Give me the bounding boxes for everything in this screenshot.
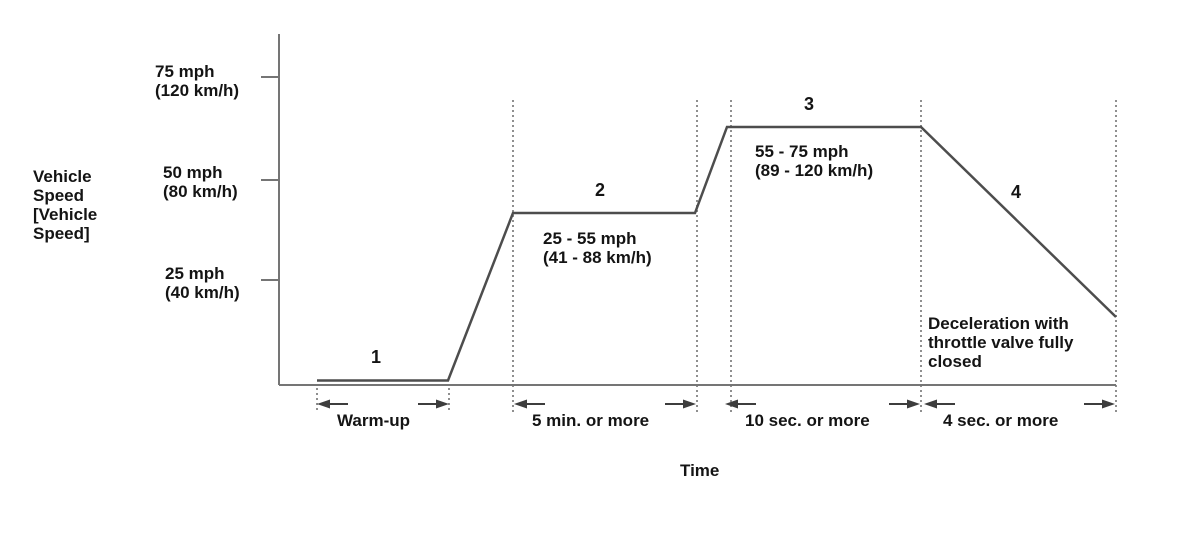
arrow-right-icon	[889, 399, 920, 409]
duration-label-10sec: 10 sec. or more	[745, 411, 870, 430]
phase-3-number: 3	[804, 94, 815, 114]
arrow-right-icon	[1084, 399, 1115, 409]
phase-2-speed-range: 25 - 55 mph (41 - 88 km/h)	[543, 229, 652, 267]
x-axis-title: Time	[680, 461, 720, 480]
y-tick-label-25mph: 25 mph (40 km/h)	[165, 264, 240, 302]
arrow-right-icon	[418, 399, 449, 409]
phase-4-number: 4	[1011, 182, 1022, 202]
phase-boundary-dotted-lines	[316, 100, 1117, 415]
phase-4-note: Deceleration with throttle valve fully c…	[928, 314, 1074, 371]
duration-span-arrows	[317, 399, 1115, 409]
duration-label-warmup: Warm-up	[337, 411, 411, 430]
duration-label-5min: 5 min. or more	[532, 411, 650, 430]
phase-2-number: 2	[595, 180, 606, 200]
arrow-left-icon	[924, 399, 955, 409]
phase-1-number: 1	[371, 347, 382, 367]
arrow-right-icon	[665, 399, 696, 409]
speed-trace-line	[317, 125, 1117, 382]
duration-label-4sec: 4 sec. or more	[943, 411, 1059, 430]
speed-axis	[261, 34, 280, 385]
arrow-left-icon	[514, 399, 545, 409]
arrow-left-icon	[317, 399, 348, 409]
y-tick-label-75mph: 75 mph (120 km/h)	[155, 62, 240, 100]
y-axis-title: Vehicle Speed [Vehicle Speed]	[33, 167, 98, 243]
y-tick-label-50mph: 50 mph (80 km/h)	[163, 163, 238, 201]
phase-3-speed-range: 55 - 75 mph (89 - 120 km/h)	[755, 142, 874, 180]
arrow-left-icon	[725, 399, 756, 409]
